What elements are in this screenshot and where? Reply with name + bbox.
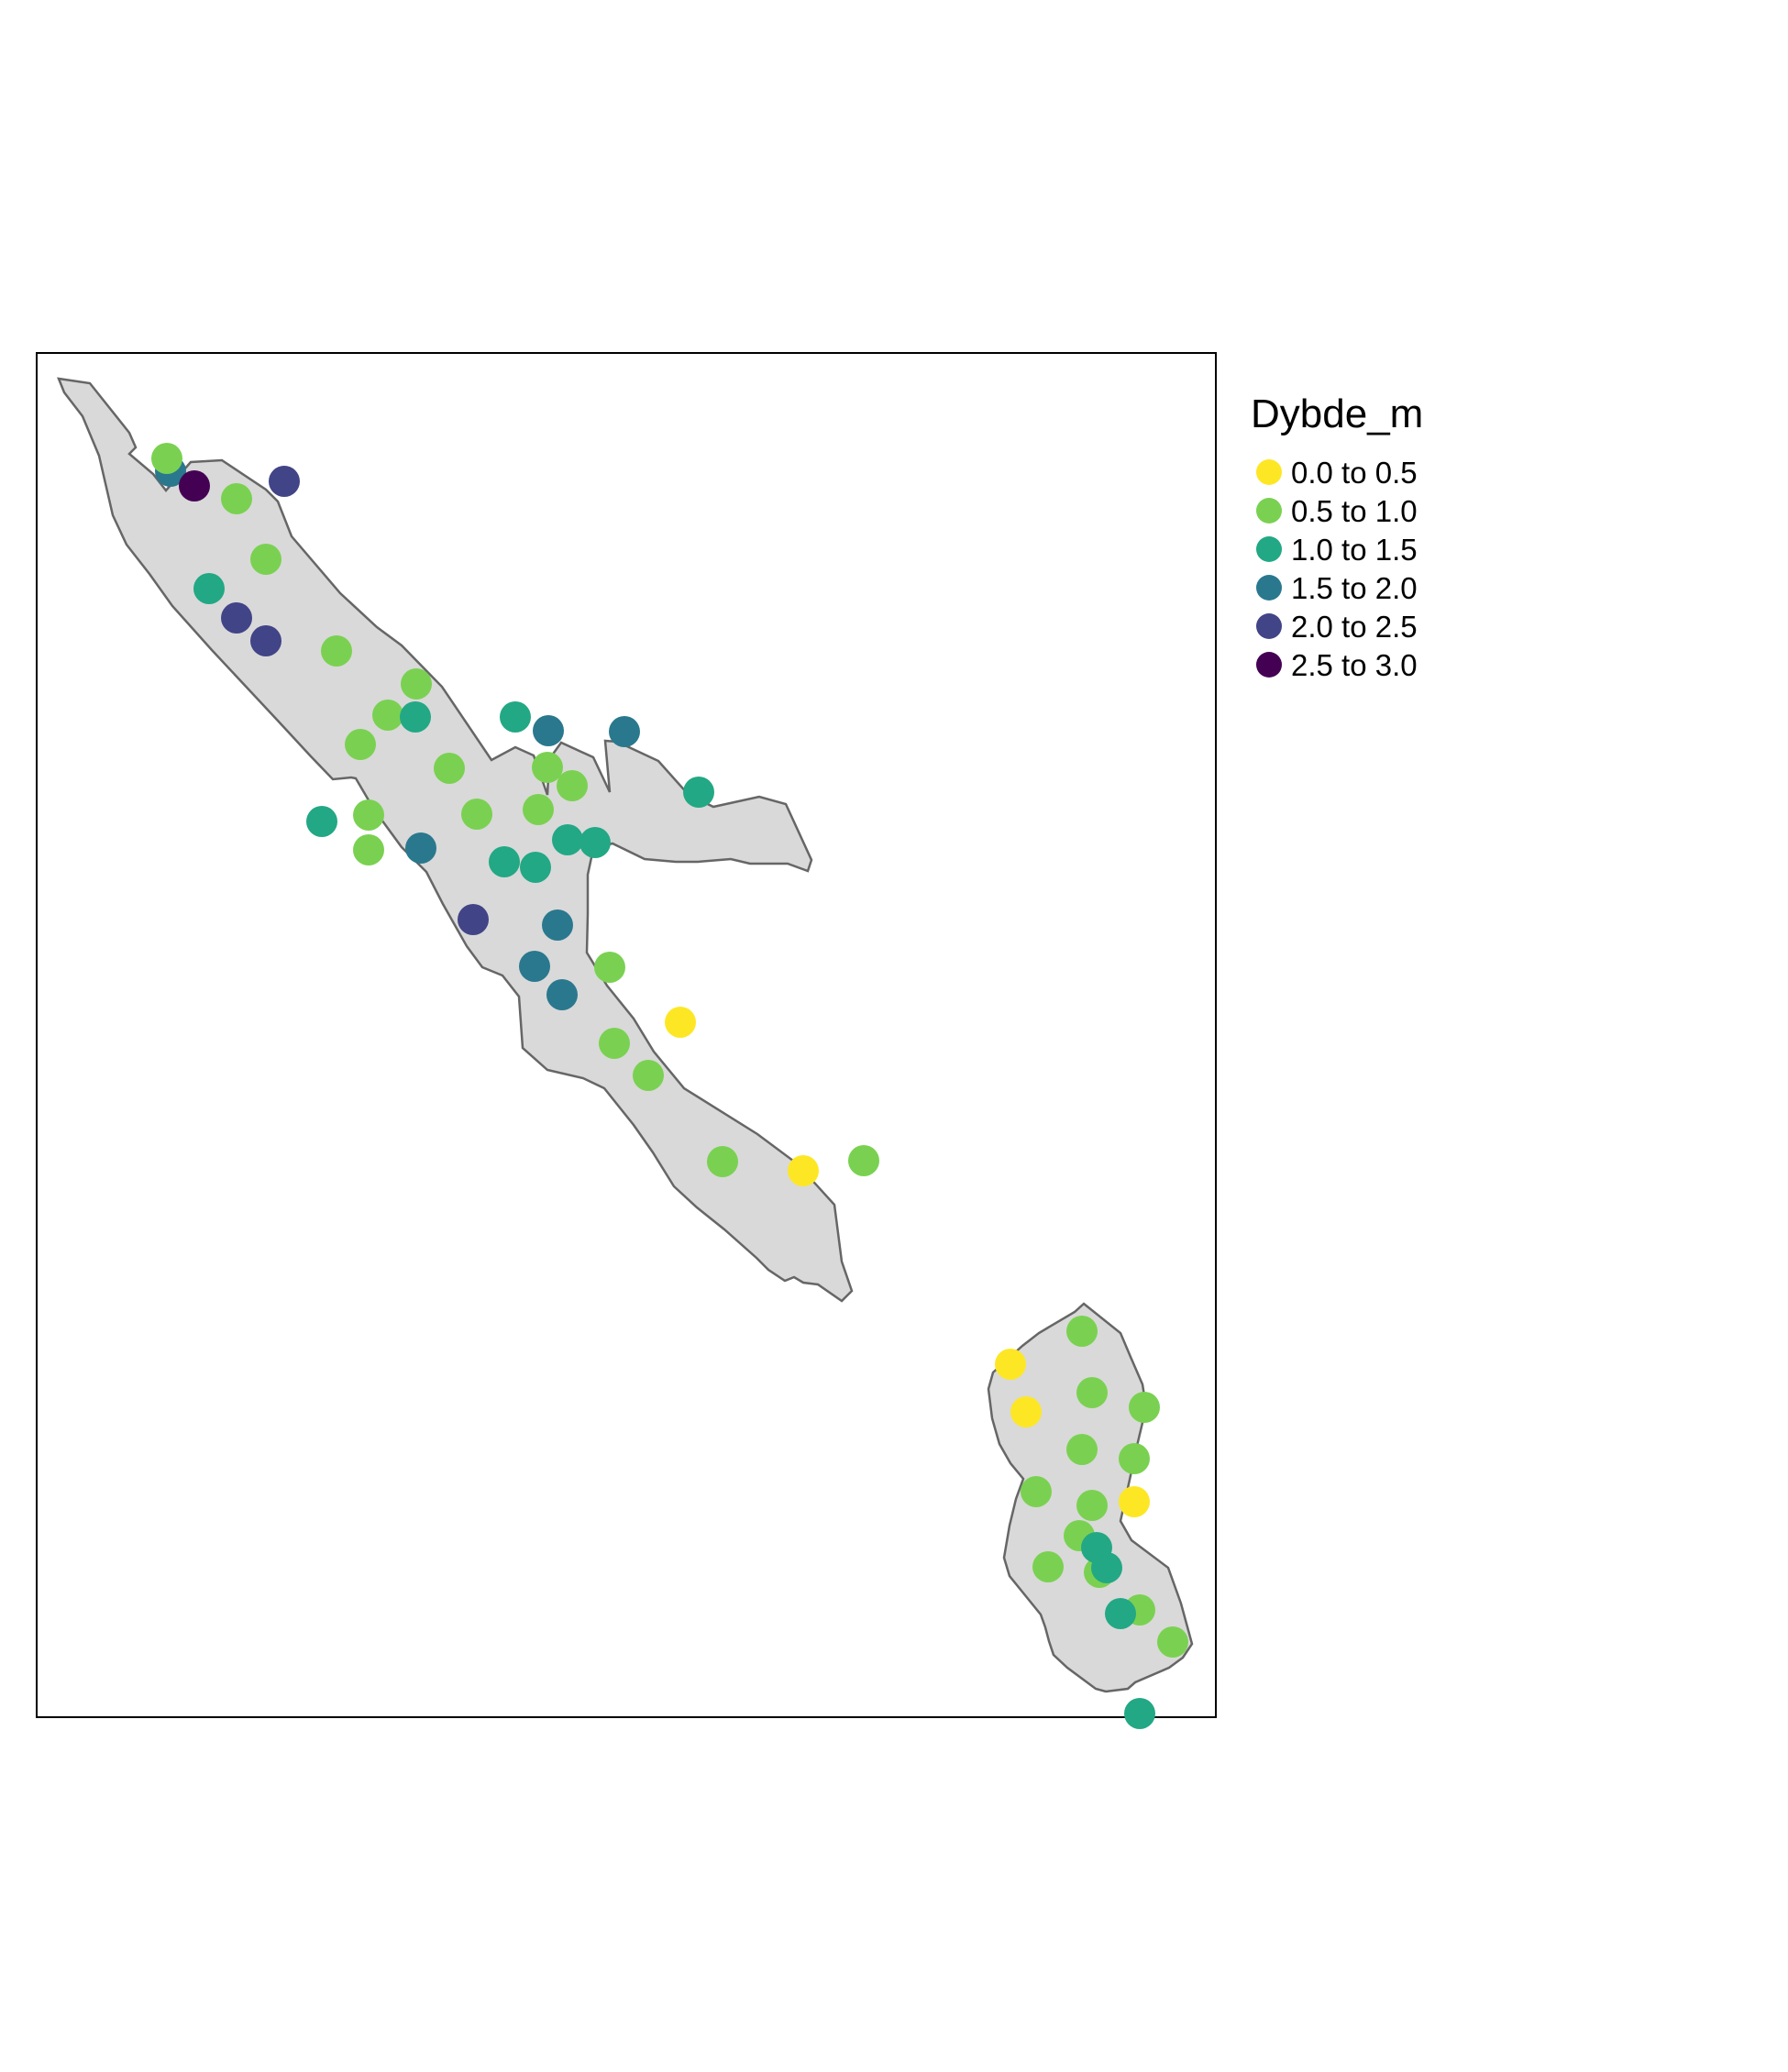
sample-point xyxy=(401,668,432,700)
sample-points-layer xyxy=(151,443,1188,1729)
sample-point xyxy=(345,729,376,760)
sample-point xyxy=(1157,1626,1188,1658)
legend-label: 0.0 to 0.5 xyxy=(1291,456,1418,490)
sample-point xyxy=(1076,1490,1108,1521)
sample-point xyxy=(405,832,436,864)
sample-point xyxy=(579,827,611,858)
legend-swatch xyxy=(1256,459,1282,485)
sample-point xyxy=(519,951,550,982)
sample-point xyxy=(250,544,281,575)
sample-point xyxy=(683,777,714,808)
sample-point xyxy=(269,466,300,497)
legend-items: 0.0 to 0.5 0.5 to 1.0 1.0 to 1.5 1.5 to 2.0… xyxy=(1256,456,1418,682)
sample-point xyxy=(1119,1486,1150,1517)
legend-label: 1.5 to 2.0 xyxy=(1291,571,1418,605)
sample-point xyxy=(995,1349,1026,1380)
sample-point xyxy=(1066,1316,1098,1347)
legend-swatch xyxy=(1256,536,1282,562)
sample-point xyxy=(1076,1377,1108,1408)
sample-point xyxy=(1010,1396,1042,1427)
sample-point xyxy=(520,852,551,883)
legend-item: 1.5 to 2.0 xyxy=(1256,571,1418,605)
sample-point xyxy=(500,701,531,733)
legend-item: 0.0 to 0.5 xyxy=(1256,456,1418,490)
legend-label: 1.0 to 1.5 xyxy=(1291,533,1418,567)
legend-swatch xyxy=(1256,613,1282,639)
legend-label: 2.5 to 3.0 xyxy=(1291,648,1418,682)
sample-point xyxy=(1119,1443,1150,1474)
legend-label: 0.5 to 1.0 xyxy=(1291,494,1418,528)
sample-point xyxy=(1124,1698,1155,1729)
legend-item: 2.5 to 3.0 xyxy=(1256,648,1418,682)
legend-swatch xyxy=(1256,498,1282,524)
sample-point xyxy=(523,794,554,825)
sample-point xyxy=(250,625,281,656)
sample-point xyxy=(1021,1476,1052,1507)
sample-point xyxy=(1129,1392,1160,1423)
sample-point xyxy=(546,979,578,1010)
legend-item: 0.5 to 1.0 xyxy=(1256,494,1418,528)
sample-point xyxy=(665,1007,696,1038)
sample-point xyxy=(1091,1552,1122,1583)
legend-item: 2.0 to 2.5 xyxy=(1256,610,1418,644)
sample-point xyxy=(221,602,252,634)
sample-point xyxy=(461,799,492,830)
sample-point xyxy=(707,1146,738,1177)
sample-point xyxy=(372,700,403,731)
sample-point xyxy=(321,635,352,667)
legend-label: 2.0 to 2.5 xyxy=(1291,610,1418,644)
sample-point xyxy=(557,770,588,801)
sample-point xyxy=(1032,1551,1064,1582)
sample-point xyxy=(542,909,573,941)
sample-point xyxy=(400,701,431,733)
legend-swatch xyxy=(1256,652,1282,678)
sample-point xyxy=(532,752,563,783)
legend: Dybde_m 0.0 to 0.5 0.5 to 1.0 1.0 to 1.5 1.… xyxy=(1251,391,1423,682)
sample-point xyxy=(434,753,465,784)
legend-item: 1.0 to 1.5 xyxy=(1256,533,1418,567)
sample-point xyxy=(599,1028,630,1059)
sample-point xyxy=(552,824,583,855)
sample-point xyxy=(179,470,210,501)
legend-title: Dybde_m xyxy=(1251,391,1423,436)
sample-point xyxy=(633,1060,664,1091)
sample-point xyxy=(193,573,225,604)
sample-point xyxy=(353,834,384,865)
sample-point xyxy=(489,846,520,877)
sample-point xyxy=(221,483,252,514)
sample-point xyxy=(151,443,182,474)
sample-point xyxy=(848,1145,879,1176)
sample-point xyxy=(458,904,489,935)
sample-point xyxy=(1105,1598,1136,1629)
sample-point xyxy=(594,952,625,983)
sample-point xyxy=(609,716,640,747)
sample-point xyxy=(533,715,564,746)
sample-point xyxy=(353,799,384,831)
sample-point xyxy=(1066,1434,1098,1465)
legend-swatch xyxy=(1256,575,1282,601)
sample-point xyxy=(306,806,337,837)
sample-point xyxy=(788,1155,819,1186)
